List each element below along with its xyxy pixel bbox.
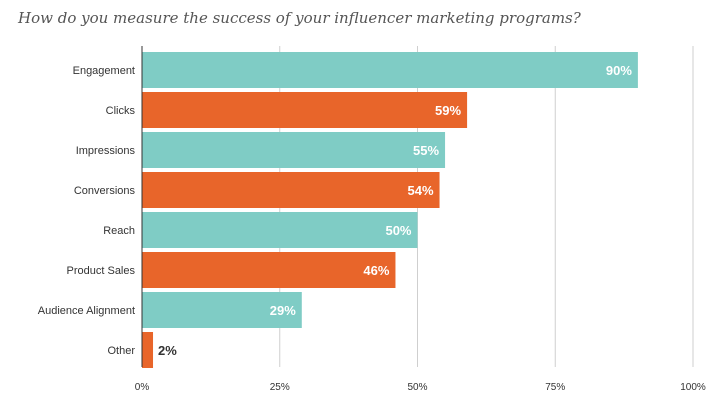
bar	[142, 212, 418, 248]
x-tick-label: 25%	[270, 382, 290, 393]
category-label: Reach	[103, 225, 135, 237]
category-label: Audience Alignment	[38, 305, 135, 317]
data-label: 90%	[606, 63, 632, 78]
category-label: Clicks	[106, 105, 136, 117]
x-tick-label: 50%	[407, 382, 427, 393]
data-label: 46%	[363, 263, 389, 278]
category-label: Impressions	[76, 145, 136, 157]
category-label: Product Sales	[67, 265, 136, 277]
category-label: Engagement	[73, 65, 135, 77]
data-label: 50%	[385, 223, 411, 238]
category-label: Other	[107, 345, 135, 357]
bar	[142, 332, 154, 368]
category-labels: Engagement Clicks Impressions Conversions Re…	[38, 65, 136, 357]
category-label: Conversions	[74, 185, 136, 197]
x-tick-label: 75%	[545, 382, 565, 393]
data-label: 29%	[270, 303, 296, 318]
bar	[142, 52, 638, 88]
bars: 90% 59% 55% 54% 50% 46% 29% 2%	[142, 52, 638, 368]
data-label: 2%	[158, 343, 177, 358]
x-tick-label: 100%	[680, 382, 706, 393]
x-tick-label: 0%	[135, 382, 150, 393]
bar	[142, 132, 446, 168]
bar	[142, 92, 468, 128]
data-label: 55%	[413, 143, 439, 158]
data-label: 59%	[435, 103, 461, 118]
x-tick-labels: 0% 25% 50% 75% 100%	[135, 382, 706, 393]
bar	[142, 172, 440, 208]
bar	[142, 292, 302, 328]
chart-title: How do you measure the success of your i…	[18, 9, 581, 27]
bar	[142, 252, 396, 288]
data-label: 54%	[408, 183, 434, 198]
